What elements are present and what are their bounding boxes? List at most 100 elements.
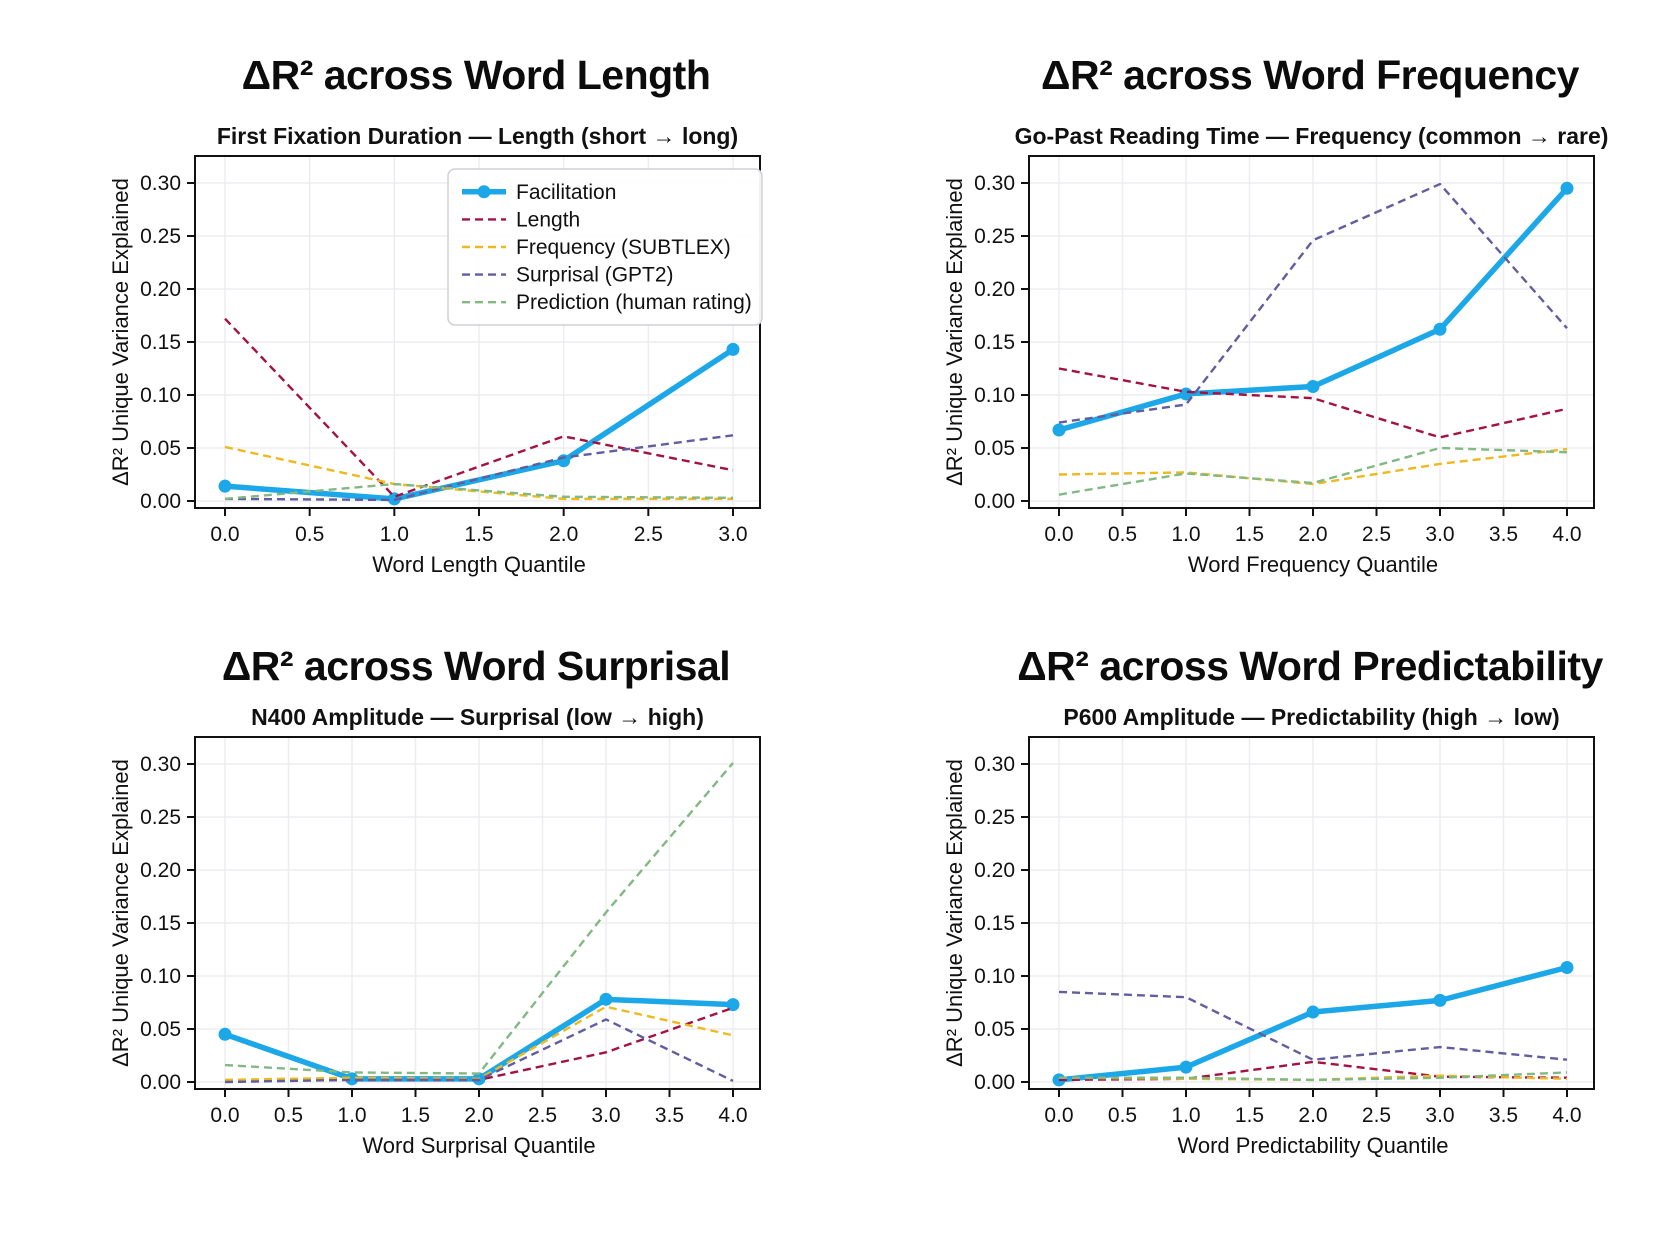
chart-word-length: First Fixation Duration — Length (short … <box>108 126 763 577</box>
x-tick-label: 2.5 <box>634 523 663 546</box>
x-axis: 0.0 0.5 1.0 1.5 2.0 2.5 3.0 3.5 4.0 Word Frequenc… <box>1044 508 1582 577</box>
y-tick-label: 0.10 <box>140 965 181 988</box>
y-tick-label: 0.10 <box>974 965 1015 988</box>
series-prediction-human-rating <box>1058 446 1568 496</box>
legend-label: Prediction (human rating) <box>516 291 752 314</box>
chart-subtitle: N400 Amplitude — Surprisal (low → high) <box>251 707 704 730</box>
data-point-marker <box>1560 181 1574 195</box>
data-point-marker <box>1560 961 1574 975</box>
x-tick-label: 3.0 <box>591 1104 620 1127</box>
series-surprisal-gpt2 <box>224 1018 734 1084</box>
y-tick-label: 0.25 <box>974 806 1015 829</box>
legend-entry-frequency-subtlex: Frequency (SUBTLEX) <box>462 236 731 259</box>
x-tick-label: 2.5 <box>528 1104 557 1127</box>
chart-subtitle: Go-Past Reading Time — Frequency (common… <box>1015 126 1609 149</box>
x-tick-label: 0.0 <box>210 523 239 546</box>
panel-word-length: ΔR² across Word Length First Fixation Du… <box>0 0 834 625</box>
x-tick-label: 2.0 <box>549 523 578 546</box>
y-tick-label: 0.15 <box>974 331 1015 354</box>
plot-frame <box>194 155 761 509</box>
chart-title-word-frequency: ΔR² across Word Frequency <box>1041 52 1579 98</box>
chart-word-predictability: P600 Amplitude — Predictability (high → … <box>942 707 1595 1158</box>
series-prediction-human-rating <box>224 482 734 501</box>
y-tick-label: 0.00 <box>974 490 1015 513</box>
panel-word-predictability: ΔR² across Word Predictability P600 Ampl… <box>834 625 1668 1251</box>
legend-label: Facilitation <box>516 181 616 204</box>
series-line <box>224 1018 734 1084</box>
data-point-marker <box>557 454 571 468</box>
gridlines <box>1029 737 1594 1089</box>
data-point-marker <box>1306 1005 1320 1019</box>
y-tick-label: 0.30 <box>974 172 1015 195</box>
x-tick-label: 0.5 <box>1108 1104 1137 1127</box>
x-axis: 0.0 0.5 1.0 1.5 2.0 2.5 3.0 3.5 4.0 Word Predicta… <box>1044 1089 1582 1158</box>
x-axis-label: Word Length Quantile <box>372 552 586 577</box>
series-line <box>1058 182 1568 424</box>
data-point-marker <box>218 479 232 493</box>
y-axis: 0.00 0.05 0.10 0.15 0.20 0.25 0.30 ΔR² Unique V… <box>942 172 1029 513</box>
x-tick-label: 0.0 <box>1044 1104 1073 1127</box>
series-line <box>224 317 734 498</box>
x-tick-label: 1.0 <box>380 523 409 546</box>
chart-subtitle: First Fixation Duration — Length (short … <box>217 126 738 149</box>
series-line <box>224 482 734 501</box>
x-tick-label: 1.0 <box>1171 523 1200 546</box>
data-point-marker <box>1052 423 1066 437</box>
x-axis: 0.0 0.5 1.0 1.5 2.0 2.5 3.0 3.5 4.0 Word Surprisa… <box>210 1089 748 1158</box>
y-tick-label: 0.30 <box>140 753 181 776</box>
data-point-marker <box>1179 387 1193 401</box>
x-tick-label: 1.5 <box>464 523 493 546</box>
y-tick-label: 0.15 <box>974 912 1015 935</box>
x-tick-label: 0.5 <box>295 523 324 546</box>
series-line <box>224 434 734 502</box>
y-tick-label: 0.10 <box>140 384 181 407</box>
x-axis-label: Word Predictability Quantile <box>1177 1133 1448 1158</box>
x-tick-label: 4.0 <box>1552 1104 1581 1127</box>
x-tick-label: 2.0 <box>1298 1104 1327 1127</box>
x-tick-label: 1.0 <box>1171 1104 1200 1127</box>
x-tick-label: 3.0 <box>1425 523 1454 546</box>
legend-box <box>447 168 763 326</box>
series-facilitation <box>1052 961 1574 1087</box>
series-line <box>1058 446 1568 496</box>
legend-entry-prediction-human-rating: Prediction (human rating) <box>462 291 752 314</box>
y-axis: 0.00 0.05 0.10 0.15 0.20 0.25 0.30 ΔR² Unique V… <box>108 172 195 513</box>
x-tick-label: 0.0 <box>1044 523 1073 546</box>
y-tick-label: 0.20 <box>974 278 1015 301</box>
legend-label: Frequency (SUBTLEX) <box>516 236 731 259</box>
y-tick-label: 0.05 <box>140 1018 181 1041</box>
y-tick-label: 0.05 <box>974 437 1015 460</box>
y-tick-label: 0.05 <box>974 1018 1015 1041</box>
x-tick-label: 3.0 <box>718 523 747 546</box>
x-tick-label: 0.5 <box>1108 523 1137 546</box>
y-tick-label: 0.30 <box>974 753 1015 776</box>
x-tick-label: 4.0 <box>718 1104 747 1127</box>
y-tick-label: 0.30 <box>140 172 181 195</box>
x-axis-label: Word Frequency Quantile <box>1188 552 1438 577</box>
x-tick-label: 2.0 <box>464 1104 493 1127</box>
chart-title-word-predictability: ΔR² across Word Predictability <box>1017 643 1603 689</box>
chart-title-word-surprisal: ΔR² across Word Surprisal <box>221 643 731 689</box>
y-tick-label: 0.15 <box>140 331 181 354</box>
data-point-marker <box>218 1027 232 1041</box>
legend-label: Surprisal (GPT2) <box>516 264 674 287</box>
legend-marker-sample <box>477 185 491 199</box>
chart-word-surprisal: N400 Amplitude — Surprisal (low → high) 0… <box>108 707 761 1158</box>
legend: Facilitation Length Frequency (SUBTLEX) Sur… <box>447 168 763 326</box>
x-axis: 0.0 0.5 1.0 1.5 2.0 2.5 3.0 Word Length Quantil… <box>210 508 748 577</box>
y-tick-label: 0.15 <box>140 912 181 935</box>
x-tick-label: 1.5 <box>1235 523 1264 546</box>
panel-word-frequency: ΔR² across Word Frequency Go-Past Readin… <box>834 0 1668 625</box>
data-point-marker <box>726 998 740 1012</box>
data-point-marker <box>1306 380 1320 394</box>
data-point-marker <box>345 1072 359 1086</box>
chart-word-frequency: Go-Past Reading Time — Frequency (common… <box>942 126 1609 577</box>
x-tick-label: 2.5 <box>1362 523 1391 546</box>
series-prediction-human-rating <box>1059 1071 1568 1082</box>
y-tick-label: 0.10 <box>974 384 1015 407</box>
y-tick-label: 0.25 <box>140 225 181 248</box>
y-tick-label: 0.00 <box>140 1071 181 1094</box>
x-tick-label: 4.0 <box>1552 523 1581 546</box>
y-tick-label: 0.00 <box>140 490 181 513</box>
x-axis-label: Word Surprisal Quantile <box>362 1133 595 1158</box>
